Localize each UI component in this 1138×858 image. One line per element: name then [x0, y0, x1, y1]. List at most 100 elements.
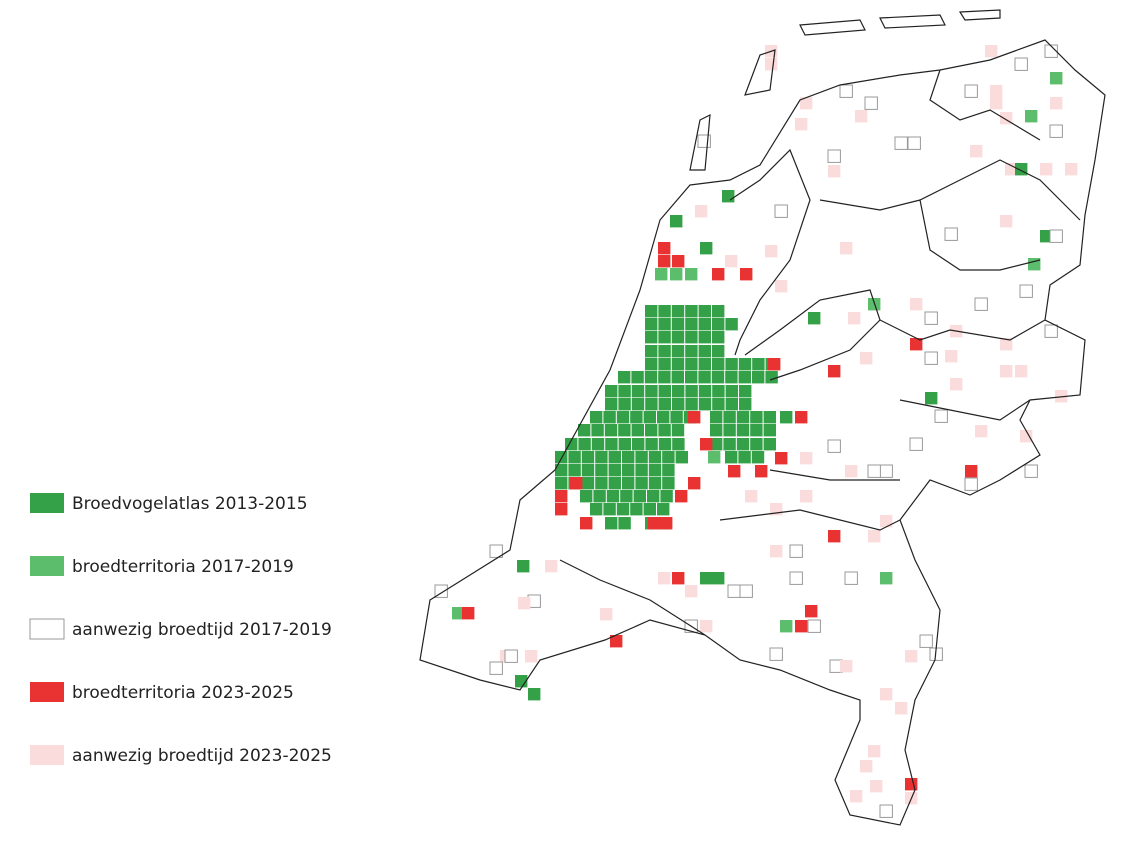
grid-cell: [765, 58, 778, 71]
grid-cell: [765, 371, 778, 384]
grid-cell: [839, 84, 853, 98]
grid-cell: [672, 385, 685, 398]
grid-cell: [591, 424, 604, 437]
ijsselmeer: [729, 148, 881, 381]
grid-cell: [763, 438, 776, 451]
grid-cell: [985, 45, 998, 58]
grid-cell: [763, 411, 776, 424]
grid-cell: [662, 477, 675, 490]
grid-cell: [671, 371, 684, 384]
grid-cell: [848, 312, 861, 325]
grid-cell: [671, 424, 685, 437]
grid-cell: [670, 215, 683, 228]
grid-cell: [672, 438, 685, 451]
grid-cell: [645, 345, 658, 358]
grid-cell: [622, 464, 635, 477]
grid-cell: [631, 385, 645, 398]
grid-cell: [658, 255, 671, 268]
grid-cell: [807, 619, 821, 633]
grid-cell: [700, 620, 713, 633]
grid-cell: [671, 345, 685, 358]
grid-cell: [870, 780, 883, 793]
grid-cell: [603, 411, 616, 424]
grid-cell: [685, 318, 698, 331]
grid-cell: [845, 465, 858, 478]
grid-cell: [658, 318, 671, 331]
grid-cell: [590, 503, 603, 516]
legend-swatch: [30, 745, 64, 765]
grid-cell: [924, 351, 938, 365]
grid-cell: [775, 280, 788, 293]
grid-cell: [698, 385, 712, 398]
grid-cell: [725, 318, 738, 331]
grid-cell: [909, 437, 923, 451]
grid-cell: [658, 424, 671, 437]
grid-cell: [828, 165, 841, 178]
grid-cell: [907, 136, 921, 150]
grid-cell: [722, 190, 735, 203]
grid-cell: [698, 305, 711, 318]
grid-cell: [670, 411, 683, 424]
grid-cell: [489, 661, 503, 675]
grid-cell: [1055, 390, 1068, 403]
grid-cell: [725, 255, 738, 268]
grid-cell: [644, 371, 658, 384]
grid-cell: [780, 411, 793, 424]
grid-cell: [672, 572, 685, 585]
grid-cell: [631, 371, 644, 384]
legend-label: Broedvogelatlas 2013-2015: [72, 494, 308, 514]
grid-cell: [633, 490, 646, 503]
grid-cell: [944, 227, 958, 241]
grid-cell: [905, 778, 918, 791]
grid-cell: [828, 530, 841, 543]
grid-cell: [590, 411, 603, 424]
grid-cell: [750, 411, 763, 424]
grid-cell: [518, 597, 531, 610]
grid-cell: [662, 464, 675, 477]
grid-cell: [728, 465, 741, 478]
grid-cell: [672, 255, 685, 268]
grid-cell: [605, 385, 618, 398]
grid-cell: [658, 345, 671, 358]
grid-cell: [698, 331, 711, 344]
grid-cell: [860, 760, 873, 773]
islands: [689, 9, 1001, 171]
grid-cell: [855, 110, 868, 123]
grid-cell: [658, 572, 671, 585]
grid-cell: [1000, 365, 1013, 378]
grid-cell: [685, 585, 698, 598]
grid-cell: [827, 149, 841, 163]
grid-cell: [919, 634, 933, 648]
legend-label: broedterritoria 2023-2025: [72, 683, 294, 703]
grid-cell: [578, 438, 591, 451]
grid-cell: [580, 490, 593, 503]
grid-cell: [685, 385, 698, 398]
grid-cell: [698, 371, 711, 384]
grid-cell: [910, 298, 923, 311]
grid-cell: [905, 650, 918, 663]
grid-cell: [710, 424, 723, 437]
grid-cell: [658, 438, 672, 451]
grid-cell: [618, 371, 631, 384]
grid-cell: [740, 268, 753, 281]
grid-cell: [712, 572, 725, 585]
province-border: [559, 69, 1081, 636]
grid-cell: [965, 465, 978, 478]
grid-cell: [645, 438, 658, 451]
grid-cell: [631, 424, 644, 437]
grid-cell: [1024, 464, 1038, 478]
grid-cell: [990, 85, 1003, 98]
grid-cell: [774, 204, 788, 218]
grid-cell: [1050, 97, 1063, 110]
grid-cell: [895, 702, 908, 715]
grid-cell: [685, 371, 698, 384]
grid-cell: [945, 350, 958, 363]
grid-cell: [645, 358, 658, 371]
grid-cell: [672, 398, 685, 411]
grid-cell: [618, 438, 631, 451]
grid-cell: [1044, 44, 1058, 58]
grid-cell: [608, 464, 621, 477]
grid-cell: [671, 358, 685, 371]
grid-cell: [1020, 430, 1033, 443]
grid-cell: [1015, 163, 1028, 176]
